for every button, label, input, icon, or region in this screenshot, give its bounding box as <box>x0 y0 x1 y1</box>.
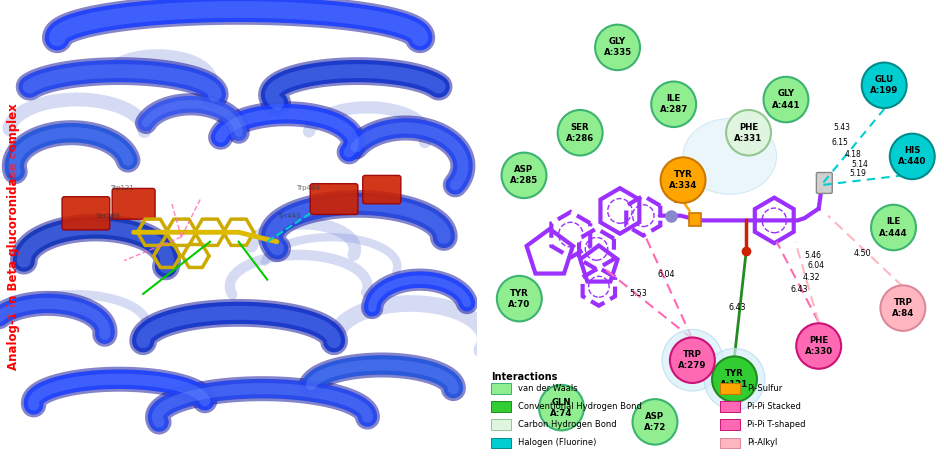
Text: 5.46: 5.46 <box>803 251 820 260</box>
Text: TRP
A:84: TRP A:84 <box>891 298 913 318</box>
Circle shape <box>703 348 764 410</box>
Text: 6.04: 6.04 <box>657 270 674 279</box>
Circle shape <box>725 110 770 155</box>
Text: 5.43: 5.43 <box>833 123 850 132</box>
Circle shape <box>763 77 807 122</box>
Text: 6.04: 6.04 <box>806 261 823 270</box>
Text: 6.43: 6.43 <box>728 303 746 312</box>
Text: Halogen (Fluorine): Halogen (Fluorine) <box>517 438 596 447</box>
FancyBboxPatch shape <box>816 173 832 193</box>
FancyBboxPatch shape <box>62 197 110 230</box>
Text: Pi-Alkyl: Pi-Alkyl <box>747 438 777 447</box>
Text: Pi-Pi Stacked: Pi-Pi Stacked <box>747 402 801 411</box>
Circle shape <box>497 276 541 321</box>
FancyBboxPatch shape <box>112 188 155 219</box>
Text: Pi-Sulfur: Pi-Sulfur <box>747 384 782 393</box>
Text: Trp484: Trp484 <box>295 184 319 191</box>
Text: 4.50: 4.50 <box>852 249 870 258</box>
FancyBboxPatch shape <box>719 383 739 394</box>
FancyBboxPatch shape <box>310 183 358 215</box>
FancyBboxPatch shape <box>719 401 739 412</box>
Text: Tyr443: Tyr443 <box>277 213 300 219</box>
Text: SER
A:286: SER A:286 <box>565 123 594 143</box>
Circle shape <box>650 82 696 127</box>
Circle shape <box>796 323 840 369</box>
Text: ASP
A:285: ASP A:285 <box>510 165 537 185</box>
Text: Pi-Pi T-shaped: Pi-Pi T-shaped <box>747 420 805 429</box>
Circle shape <box>711 356 756 402</box>
Text: 6.43: 6.43 <box>790 284 807 293</box>
Text: ILE
A:287: ILE A:287 <box>659 94 687 114</box>
Text: GLN
A:74: GLN A:74 <box>549 398 572 418</box>
FancyBboxPatch shape <box>362 175 400 204</box>
FancyBboxPatch shape <box>719 419 739 430</box>
Text: Ser286: Ser286 <box>95 213 120 219</box>
Text: PHE
A:331: PHE A:331 <box>733 123 762 143</box>
Text: 5.53: 5.53 <box>629 289 647 298</box>
Text: 5.19: 5.19 <box>849 169 865 178</box>
Text: TYR
A:334: TYR A:334 <box>668 170 697 190</box>
Circle shape <box>557 110 602 155</box>
Circle shape <box>662 329 722 391</box>
FancyBboxPatch shape <box>719 438 739 448</box>
Text: 5.04: 5.04 <box>673 196 691 205</box>
Text: Analog-1 in Beta glucoronidase complex: Analog-1 in Beta glucoronidase complex <box>7 104 20 370</box>
FancyBboxPatch shape <box>688 213 700 226</box>
Text: GLU
A:199: GLU A:199 <box>869 75 898 95</box>
Text: Conventional Hydrogen Bond: Conventional Hydrogen Bond <box>517 402 641 411</box>
Text: 5.14: 5.14 <box>851 160 868 169</box>
Text: TRP
A:279: TRP A:279 <box>678 350 706 370</box>
Text: 4.32: 4.32 <box>801 273 819 282</box>
FancyBboxPatch shape <box>491 383 511 394</box>
Circle shape <box>501 153 546 198</box>
Circle shape <box>595 25 639 70</box>
Circle shape <box>660 157 705 203</box>
Text: Carbon Hydrogen Bond: Carbon Hydrogen Bond <box>517 420 615 429</box>
FancyBboxPatch shape <box>491 419 511 430</box>
Circle shape <box>889 134 934 179</box>
Text: ILE
A:444: ILE A:444 <box>878 218 907 237</box>
Text: Trp121: Trp121 <box>110 184 133 191</box>
Circle shape <box>669 337 714 383</box>
Text: GLY
A:441: GLY A:441 <box>771 90 800 109</box>
Text: TYR
A:121: TYR A:121 <box>719 369 748 389</box>
Text: PHE
A:330: PHE A:330 <box>803 336 832 356</box>
Text: TYR
A:70: TYR A:70 <box>508 289 530 309</box>
Circle shape <box>538 385 583 430</box>
Text: van der Waals: van der Waals <box>517 384 577 393</box>
Text: ASP
A:72: ASP A:72 <box>643 412 666 432</box>
FancyBboxPatch shape <box>491 401 511 412</box>
Ellipse shape <box>683 118 776 194</box>
Text: HIS
A:440: HIS A:440 <box>897 146 925 166</box>
Text: 4.18: 4.18 <box>844 150 860 159</box>
Text: GLY
A:335: GLY A:335 <box>603 37 631 57</box>
Text: Interactions: Interactions <box>491 372 557 382</box>
Circle shape <box>880 285 924 331</box>
Circle shape <box>632 399 677 445</box>
Circle shape <box>870 205 915 250</box>
Text: 4.24: 4.24 <box>670 185 688 194</box>
Circle shape <box>861 63 905 108</box>
Text: 6.15: 6.15 <box>831 137 848 146</box>
FancyBboxPatch shape <box>491 438 511 448</box>
